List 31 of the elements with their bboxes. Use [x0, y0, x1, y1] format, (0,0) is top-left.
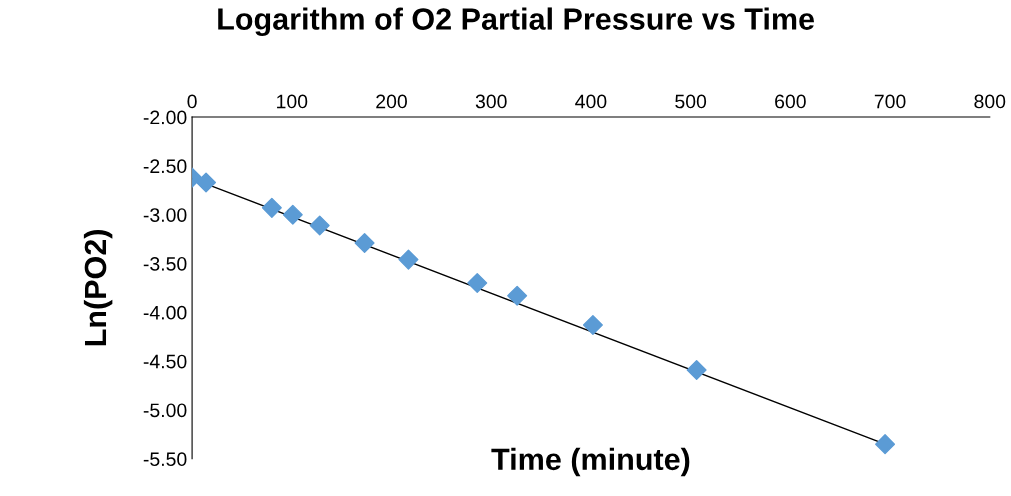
x-tick-label: 800 — [974, 94, 1006, 109]
point — [582, 315, 603, 336]
point — [507, 285, 528, 306]
x-tick-label: 200 — [376, 94, 407, 109]
point — [354, 233, 375, 254]
y-tick-label: -3.50 — [143, 256, 187, 271]
y-tick-label: -4.00 — [143, 305, 187, 320]
point — [686, 359, 707, 380]
x-tick-label: 600 — [775, 94, 806, 109]
chart-title: Logarithm of O2 Partial Pressure vs Time — [218, 7, 815, 37]
x-axis-title: Time (minute) — [491, 447, 690, 477]
point — [875, 434, 896, 455]
x-tick-label: 500 — [675, 94, 707, 109]
point — [282, 204, 303, 225]
y-tick-label: -4.50 — [143, 354, 187, 369]
x-tick-label: 400 — [575, 94, 607, 109]
x-tick-label: 0 — [187, 94, 197, 109]
point — [261, 197, 282, 218]
y-tick-label: -5.50 — [143, 452, 187, 467]
point — [309, 215, 330, 236]
x-tick-label: 700 — [874, 94, 906, 109]
y-tick-label: -2.50 — [143, 159, 187, 174]
y-tick-label: -2.00 — [143, 110, 187, 125]
y-tick-label: -3.00 — [143, 208, 187, 222]
x-tick-label: 100 — [277, 94, 308, 109]
y-tick-label: -5.00 — [143, 403, 187, 418]
x-tick-label: 300 — [475, 94, 507, 109]
point — [196, 172, 217, 193]
point — [467, 273, 488, 294]
point — [398, 249, 419, 270]
y-axis-title: Ln(PO2) — [83, 230, 113, 346]
